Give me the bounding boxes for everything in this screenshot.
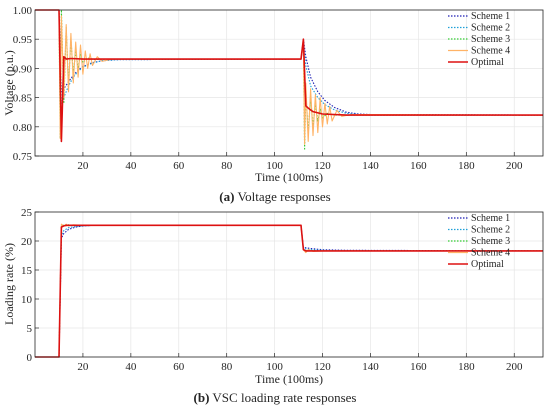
x-tick-label: 180 — [458, 361, 475, 373]
legend-label-scheme-2: Scheme 2 — [471, 23, 510, 34]
y-tick-label: 0.80 — [13, 122, 33, 134]
x-tick-label: 20 — [77, 160, 89, 172]
legend-label-optimal: Optimal — [471, 259, 504, 270]
legend-label-scheme-1: Scheme 1 — [471, 11, 510, 22]
y-tick-label: 15 — [21, 265, 33, 277]
x-tick-label: 120 — [314, 160, 331, 172]
y-tick-label: 0.85 — [13, 93, 33, 105]
legend-label-scheme-2: Scheme 2 — [471, 225, 510, 236]
y-tick-label: 5 — [27, 323, 33, 335]
y-tick-label: 1.00 — [13, 5, 33, 17]
x-tick-label: 40 — [125, 361, 137, 373]
caption-text: VSC loading rate responses — [212, 390, 356, 405]
legend-label-optimal: Optimal — [471, 57, 504, 68]
y-tick-label: 25 — [21, 207, 33, 219]
y-axis-label: Loading rate (%) — [2, 243, 16, 325]
x-tick-label: 40 — [125, 160, 137, 172]
voltage-chart: 20 40 60 80 100 120 140 160 180 200 0.75 0.80 0.85 0.… — [2, 5, 544, 204]
legend-label-scheme-3: Scheme 3 — [471, 34, 510, 45]
x-tick-label: 120 — [314, 361, 331, 373]
caption-label: (b) — [194, 390, 210, 405]
legend-label-scheme-4: Scheme 4 — [471, 248, 510, 259]
x-tick-label: 80 — [221, 361, 233, 373]
x-tick-label: 100 — [266, 160, 283, 172]
x-tick-label: 80 — [221, 160, 233, 172]
legend-label-scheme-1: Scheme 1 — [471, 213, 510, 224]
caption: (b) VSC loading rate responses — [194, 390, 357, 405]
series-line-optimal — [35, 9, 543, 143]
y-tick-label: 20 — [21, 236, 33, 248]
y-tick-label: 10 — [21, 294, 33, 306]
x-tick-label: 60 — [173, 160, 185, 172]
y-tick-label: 0.75 — [13, 151, 33, 163]
x-tick-label: 160 — [410, 160, 427, 172]
caption: (a) Voltage responses — [219, 189, 330, 204]
x-axis-label: Time (100ms) — [255, 372, 323, 386]
x-axis-label: Time (100ms) — [255, 170, 323, 184]
x-tick-label: 200 — [506, 361, 523, 373]
x-tick-label: 140 — [362, 160, 379, 172]
y-tick-label: 0.95 — [13, 34, 33, 46]
y-tick-label: 0.90 — [13, 63, 33, 75]
series-line-optimal — [35, 224, 543, 358]
y-tick-label: 0 — [27, 352, 33, 364]
x-tick-label: 20 — [77, 361, 89, 373]
caption-text: Voltage responses — [237, 189, 330, 204]
x-tick-label: 60 — [173, 361, 185, 373]
y-axis-label: Voltage (p.u.) — [2, 50, 16, 115]
x-tick-label: 200 — [506, 160, 523, 172]
legend-label-scheme-4: Scheme 4 — [471, 46, 510, 57]
x-tick-label: 100 — [266, 361, 283, 373]
x-tick-label: 180 — [458, 160, 475, 172]
x-tick-label: 140 — [362, 361, 379, 373]
x-tick-label: 160 — [410, 361, 427, 373]
legend-label-scheme-3: Scheme 3 — [471, 236, 510, 247]
loading-rate-chart: 20 40 60 80 100 120 140 160 180 200 0 5 10 15 20 25 Tim… — [2, 207, 544, 405]
caption-label: (a) — [219, 189, 234, 204]
